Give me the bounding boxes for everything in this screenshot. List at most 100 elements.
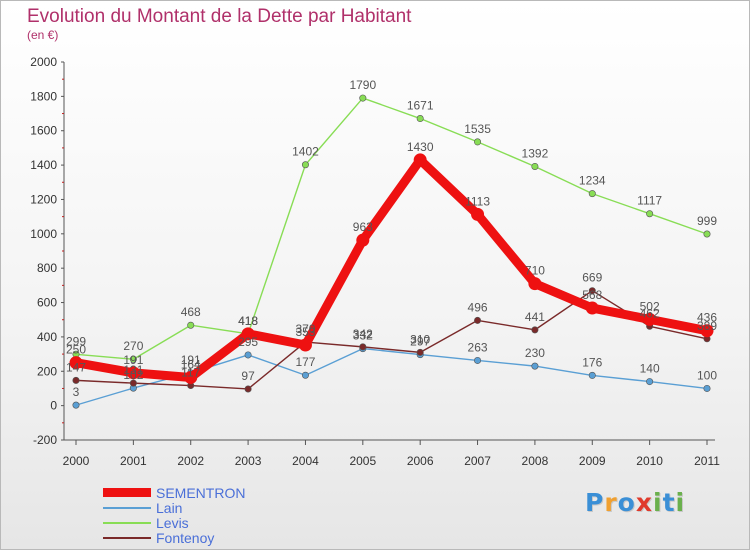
- legend-item-sementron: SEMENTRON: [103, 484, 246, 501]
- data-label-lain: 263: [468, 340, 488, 354]
- data-point-fontenoy: [244, 385, 252, 393]
- x-tick-label: 2000: [63, 454, 90, 468]
- data-point-sementron: [356, 233, 370, 247]
- brand-logo: Proxiti: [585, 488, 685, 517]
- data-label-lain: 100: [697, 368, 717, 382]
- data-label-sementron: 502: [640, 299, 660, 313]
- data-point-sementron: [528, 277, 542, 291]
- data-point-levis: [531, 162, 539, 170]
- data-label-sementron: 191: [123, 353, 143, 367]
- data-label-levis: 1535: [464, 122, 491, 136]
- legend-label-sementron: SEMENTRON: [156, 484, 246, 501]
- x-tick-label: 2009: [579, 454, 606, 468]
- data-label-sementron: 963: [353, 220, 373, 234]
- data-label-lain: 230: [525, 346, 545, 360]
- data-point-fontenoy: [531, 326, 539, 334]
- legend: SEMENTRON Lain Levis Fontenoy: [103, 484, 246, 546]
- data-point-fontenoy: [359, 343, 367, 351]
- legend-item-levis: Levis: [103, 514, 245, 531]
- y-tick-label: 400: [37, 330, 57, 344]
- brand-letter: x: [635, 488, 653, 517]
- y-tick-label: -200: [33, 433, 57, 447]
- x-tick-label: 2006: [407, 454, 434, 468]
- data-point-sementron: [298, 338, 312, 352]
- data-point-sementron: [126, 366, 140, 380]
- series-line-sementron: [71, 155, 712, 382]
- data-point-levis: [588, 190, 596, 198]
- data-label-levis: 1402: [292, 145, 319, 159]
- data-label-fontenoy: 370: [295, 322, 315, 336]
- data-label-sementron: 710: [525, 264, 545, 278]
- x-tick-label: 2008: [522, 454, 549, 468]
- data-label-lain: 3: [73, 385, 80, 399]
- data-label-fontenoy: 147: [66, 360, 86, 374]
- data-label-fontenoy: 496: [468, 300, 488, 314]
- x-tick-label: 2005: [349, 454, 376, 468]
- data-point-sementron: [184, 370, 198, 384]
- data-label-fontenoy: 462: [640, 306, 660, 320]
- data-label-fontenoy: 117: [181, 366, 200, 380]
- data-label-fontenoy: 669: [582, 271, 602, 285]
- y-tick-label: 1800: [30, 89, 57, 103]
- data-label-fontenoy: 310: [410, 332, 430, 346]
- y-tick-label: 2000: [30, 55, 57, 69]
- data-label-sementron: 436: [697, 311, 717, 325]
- data-label-fontenoy: 389: [697, 319, 717, 333]
- chart-subtitle: (en €): [27, 28, 59, 42]
- data-point-lain: [474, 356, 482, 364]
- x-tick-label: 2001: [120, 454, 147, 468]
- data-label-lain: 332: [353, 329, 373, 343]
- data-point-fontenoy: [129, 379, 137, 387]
- y-tick-label: 1200: [30, 192, 57, 206]
- data-label-sementron: 250: [66, 343, 86, 357]
- data-point-levis: [703, 230, 711, 238]
- data-point-fontenoy: [474, 316, 482, 324]
- x-tick-label: 2010: [636, 454, 663, 468]
- data-label-levis: 1117: [637, 194, 662, 208]
- data-point-lain: [301, 371, 309, 379]
- y-tick-label: 1600: [30, 124, 57, 138]
- data-point-sementron: [585, 301, 599, 315]
- data-point-sementron: [413, 153, 427, 167]
- legend-label-lain: Lain: [156, 499, 183, 516]
- x-tick-label: 2011: [694, 454, 720, 468]
- legend-label-fontenoy: Fontenoy: [156, 529, 215, 546]
- data-label-levis: 1790: [349, 78, 376, 92]
- x-tick-label: 2004: [292, 454, 319, 468]
- chart-title: Evolution du Montant de la Dette par Hab…: [27, 6, 412, 27]
- data-point-fontenoy: [72, 376, 80, 384]
- data-label-levis: 270: [123, 339, 143, 353]
- brand-letter: P: [585, 488, 605, 517]
- legend-item-lain: Lain: [103, 499, 245, 516]
- data-point-levis: [359, 94, 367, 102]
- data-label-lain: 191: [181, 353, 201, 367]
- y-tick-label: 0: [50, 399, 57, 413]
- brand-letter: o: [617, 488, 636, 517]
- data-point-levis: [474, 138, 482, 146]
- y-tick-label: 800: [37, 261, 57, 275]
- legend-item-fontenoy: Fontenoy: [103, 529, 245, 546]
- brand-letter: r: [604, 488, 618, 517]
- legend-swatch-fontenoy: [103, 536, 151, 539]
- data-label-sementron: 164: [181, 357, 201, 371]
- data-label-levis: 999: [697, 214, 717, 228]
- data-label-levis: 468: [181, 305, 201, 319]
- legend-swatch-lain: [103, 506, 151, 509]
- data-point-levis: [301, 161, 309, 169]
- data-label-lain: 176: [582, 355, 602, 369]
- legend-swatch-levis: [103, 521, 151, 524]
- data-label-sementron: 1113: [465, 194, 490, 208]
- legend-swatch-sementron: [103, 488, 151, 497]
- legend-label-levis: Levis: [156, 514, 189, 531]
- data-label-sementron: 1430: [407, 140, 434, 154]
- data-point-levis: [129, 355, 137, 363]
- y-tick-label: 200: [37, 364, 57, 378]
- data-point-fontenoy: [416, 348, 424, 356]
- y-tick-label: 1400: [30, 158, 57, 172]
- y-tick-label: 1000: [30, 227, 57, 241]
- series-line-fontenoy: [75, 289, 708, 390]
- brand-letter: i: [653, 488, 663, 517]
- data-label-lain: 140: [640, 362, 660, 376]
